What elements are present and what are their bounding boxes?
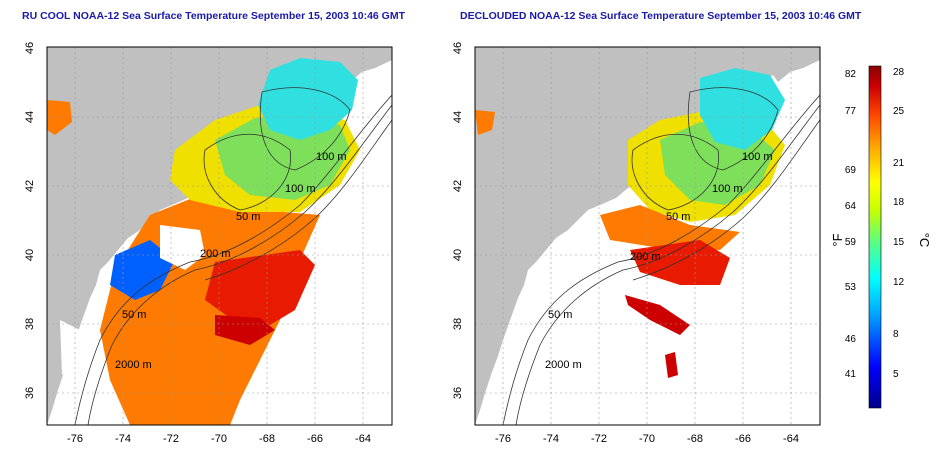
isobath-label: 2000 m: [115, 359, 152, 371]
lat-tick: 46: [24, 42, 36, 54]
sst-red-patch: [205, 250, 315, 325]
lat-tick: 42: [452, 180, 464, 192]
lon-tick: -68: [259, 433, 275, 445]
lon-tick: -66: [307, 433, 323, 445]
lon-tick: -70: [639, 433, 655, 445]
isobath-label: 100 m: [712, 183, 743, 195]
isobath-contours: [74, 87, 392, 425]
sst-cyan-gulf: [700, 68, 785, 150]
lat-tick: 38: [24, 318, 36, 330]
fahrenheit-tick: 53: [845, 282, 857, 293]
sst-red-spot: [665, 352, 678, 378]
celsius-tick: 8: [893, 329, 899, 340]
land-mass: [475, 47, 820, 425]
lat-tick: 36: [24, 387, 36, 399]
fahrenheit-tick: 82: [845, 69, 857, 80]
fahrenheit-tick: 69: [845, 165, 857, 176]
right-map-title: DECLOUDED NOAA-12 Sea Surface Temperatur…: [460, 10, 862, 22]
left-map-panel: 100 m 100 m 50 m 200 m 50 m 2000 m 46 44…: [24, 42, 393, 445]
lat-tick: 46: [452, 42, 464, 54]
sst-red-filament: [625, 295, 690, 335]
right-map-frame: [474, 46, 821, 426]
right-lat-ticks: 46 44 42 40 38 36: [452, 42, 464, 399]
isobath-label: 200 m: [630, 251, 661, 263]
sst-orange-west: [475, 110, 495, 135]
land-mass: [47, 47, 392, 425]
left-map-title: RU COOL NOAA-12 Sea Surface Temperature …: [22, 10, 406, 22]
isobath-label: 50 m: [236, 211, 260, 223]
lon-tick: -76: [67, 433, 83, 445]
colorbar-gradient: [868, 65, 882, 409]
left-lat-ticks: 46 44 42 40 38 36: [24, 42, 36, 399]
lon-tick: -74: [115, 433, 131, 445]
right-lon-ticks: -76 -74 -72 -70 -68 -66 -64: [495, 433, 799, 445]
celsius-tick: 12: [893, 277, 905, 288]
right-gridlines: [475, 47, 820, 425]
isobath-label: 50 m: [122, 309, 146, 321]
lon-tick: -70: [211, 433, 227, 445]
fahrenheit-tick: 41: [845, 369, 857, 380]
lat-tick: 44: [24, 111, 36, 123]
lon-tick: -76: [495, 433, 511, 445]
temperature-colorbar: 82 77 69 64 59 53 46 41 28 25 21 18 15 1…: [830, 65, 932, 409]
celsius-unit-label: °C: [917, 233, 932, 248]
fahrenheit-tick: 77: [845, 106, 857, 117]
celsius-tick: 25: [893, 106, 905, 117]
celsius-tick: 21: [893, 158, 905, 169]
left-gridlines: [47, 47, 392, 425]
fahrenheit-tick: 59: [845, 237, 857, 248]
isobath-label: 50 m: [548, 309, 572, 321]
fahrenheit-unit-label: °F: [830, 233, 845, 246]
celsius-ticks: 28 25 21 18 15 12 8 5: [893, 67, 905, 380]
left-lon-ticks: -76 -74 -72 -70 -68 -66 -64: [67, 433, 371, 445]
lat-tick: 40: [452, 249, 464, 261]
lon-tick: -74: [543, 433, 559, 445]
lon-tick: -68: [687, 433, 703, 445]
lon-tick: -64: [355, 433, 371, 445]
sst-orange-west: [47, 100, 72, 135]
lon-tick: -64: [783, 433, 799, 445]
lat-tick: 42: [24, 180, 36, 192]
isobath-label: 200 m: [200, 248, 231, 260]
lon-tick: -72: [591, 433, 607, 445]
celsius-tick: 18: [893, 197, 905, 208]
celsius-tick: 15: [893, 237, 905, 248]
sst-red-patch: [630, 240, 730, 285]
left-map-frame: [46, 46, 393, 426]
isobath-label: 100 m: [285, 183, 316, 195]
isobath-label: 2000 m: [545, 359, 582, 371]
fahrenheit-ticks: 82 77 69 64 59 53 46 41: [845, 69, 857, 380]
lat-tick: 40: [24, 249, 36, 261]
sst-red-south: [215, 315, 275, 345]
lat-tick: 38: [452, 318, 464, 330]
fahrenheit-tick: 64: [845, 201, 857, 212]
celsius-tick: 5: [893, 369, 899, 380]
sst-cyan-gulf: [258, 58, 358, 140]
lon-tick: -66: [735, 433, 751, 445]
lat-tick: 44: [452, 111, 464, 123]
isobath-label: 100 m: [742, 151, 773, 163]
fahrenheit-tick: 46: [845, 334, 857, 345]
sst-orange-band: [600, 205, 740, 250]
lon-tick: -72: [163, 433, 179, 445]
sst-green-gulf: [215, 115, 350, 200]
right-map-panel: 100 m 100 m 50 m 200 m 50 m 2000 m 46 44…: [452, 42, 821, 445]
isobath-label: 50 m: [666, 211, 690, 223]
lat-tick: 36: [452, 387, 464, 399]
celsius-tick: 28: [893, 67, 905, 78]
isobath-label: 100 m: [316, 151, 347, 163]
